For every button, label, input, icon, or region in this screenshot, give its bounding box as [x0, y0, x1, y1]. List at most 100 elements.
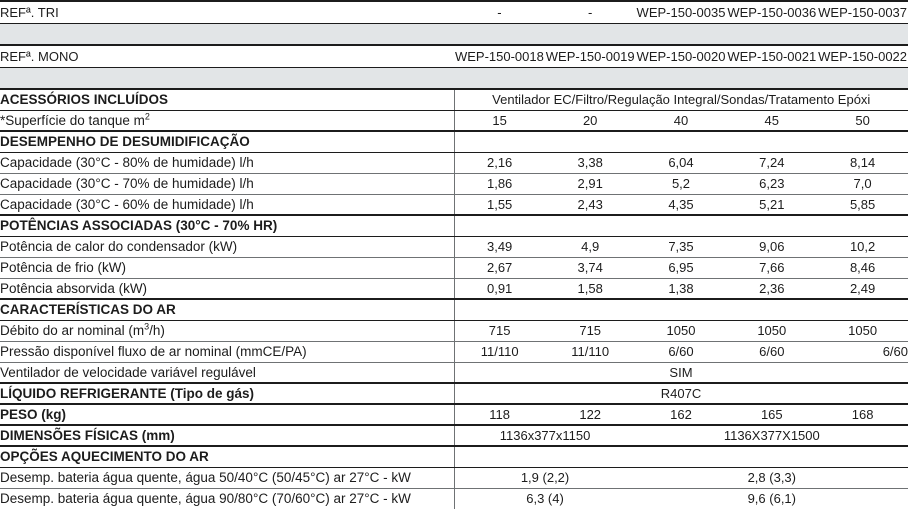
cell-capacity-60-4: 5,21 — [726, 193, 818, 215]
cell-ref-mono-1: WEP-150-0018 — [454, 44, 545, 67]
cell-dimensions-1: 1136x377x1150 — [454, 424, 636, 447]
cell-heating-50-40-b: 2,8 (3,3) — [635, 466, 908, 488]
row-label-cooling-power: Potência de frio (kW) — [0, 256, 455, 278]
table-row-tank-surface: *Superfície do tanque m2 15 20 40 45 50 — [0, 109, 908, 131]
cell-airflow-5: 1050 — [817, 319, 908, 341]
spacer-cell — [0, 22, 908, 45]
superscript-2: 2 — [144, 111, 150, 122]
spacer-band-2 — [0, 66, 908, 89]
section-header-dimensions: DIMENSÕES FÍSICAS (mm) 1136x377x1150 113… — [0, 424, 908, 447]
cell-capacity-70-1: 1,86 — [454, 172, 545, 194]
cell-tank-surface-3: 40 — [635, 109, 727, 131]
cell-absorbed-power-4: 2,36 — [726, 277, 818, 299]
section-title-air-characteristics: CARACTERÍSTICAS DO AR — [0, 298, 455, 321]
cell-capacity-80-1: 2,16 — [454, 151, 545, 173]
cell-airflow-2: 715 — [544, 319, 636, 341]
section-value-associated-powers — [454, 214, 908, 237]
cell-pressure-4: 6/60 — [726, 340, 818, 362]
cell-refrigerant-5 — [817, 382, 908, 405]
cell-condenser-heat-5: 10,2 — [817, 235, 908, 257]
cell-variable-fan-2 — [544, 361, 636, 383]
superscript-3: 3 — [144, 321, 150, 332]
cell-airflow-4: 1050 — [726, 319, 818, 341]
section-title-air-heating-options: OPÇÕES AQUECIMENTO DO AR — [0, 445, 455, 468]
section-header-air-characteristics: CARACTERÍSTICAS DO AR — [0, 298, 908, 321]
section-header-accessories: ACESSÓRIOS INCLUÍDOS Ventilador EC/Filtr… — [0, 88, 908, 111]
cell-airflow-1: 715 — [454, 319, 545, 341]
cell-capacity-80-4: 7,24 — [726, 151, 818, 173]
row-label-nominal-airflow: Débito do ar nominal (m3/h) — [0, 319, 455, 341]
spacer-band-1 — [0, 22, 908, 45]
cell-ref-tri-5: WEP-150-0037 — [817, 0, 908, 23]
cell-tank-surface-2: 20 — [544, 109, 636, 131]
cell-tank-surface-5: 50 — [817, 109, 908, 131]
cell-cooling-power-1: 2,67 — [454, 256, 545, 278]
cell-weight-4: 165 — [726, 403, 818, 426]
cell-variable-fan-3: SIM — [635, 361, 727, 383]
cell-absorbed-power-2: 1,58 — [544, 277, 636, 299]
cell-pressure-3: 6/60 — [635, 340, 727, 362]
cell-tank-surface-4: 45 — [726, 109, 818, 131]
cell-ref-tri-4: WEP-150-0036 — [726, 0, 818, 23]
section-header-weight: PESO (kg) 118 122 162 165 168 — [0, 403, 908, 426]
cell-absorbed-power-3: 1,38 — [635, 277, 727, 299]
section-title-dehumidification: DESEMPENHO DE DESUMIDIFICAÇÃO — [0, 130, 455, 153]
cell-cooling-power-5: 8,46 — [817, 256, 908, 278]
table-row-available-pressure: Pressão disponível fluxo de ar nominal (… — [0, 340, 908, 362]
cell-condenser-heat-3: 7,35 — [635, 235, 727, 257]
cell-ref-tri-1: - — [454, 0, 545, 23]
cell-condenser-heat-4: 9,06 — [726, 235, 818, 257]
section-value-dehumidification — [454, 130, 908, 153]
row-label-capacity-80: Capacidade (30°C - 80% de humidade) l/h — [0, 151, 455, 173]
section-header-dehumidification: DESEMPENHO DE DESUMIDIFICAÇÃO — [0, 130, 908, 153]
cell-capacity-80-5: 8,14 — [817, 151, 908, 173]
cell-capacity-80-3: 6,04 — [635, 151, 727, 173]
cell-weight-3: 162 — [635, 403, 727, 426]
cell-weight-2: 122 — [544, 403, 636, 426]
cell-variable-fan-5 — [817, 361, 908, 383]
row-label-tank-surface: *Superfície do tanque m2 — [0, 109, 455, 131]
cell-ref-mono-3: WEP-150-0020 — [635, 44, 727, 67]
cell-refrigerant-3: R407C — [635, 382, 727, 405]
row-label-capacity-70: Capacidade (30°C - 70% de humidade) l/h — [0, 172, 455, 194]
cell-pressure-5: 6/60 — [817, 340, 908, 362]
section-header-air-heating-options: OPÇÕES AQUECIMENTO DO AR — [0, 445, 908, 468]
cell-absorbed-power-1: 0,91 — [454, 277, 545, 299]
table-row-capacity-80: Capacidade (30°C - 80% de humidade) l/h … — [0, 151, 908, 173]
cell-absorbed-power-5: 2,49 — [817, 277, 908, 299]
section-title-weight: PESO (kg) — [0, 403, 455, 426]
row-label-variable-speed-fan: Ventilador de velocidade variável regulá… — [0, 361, 455, 383]
row-label-tail: /h) — [149, 323, 165, 338]
cell-refrigerant-2 — [544, 382, 636, 405]
row-label-text: Débito do ar nominal (m — [0, 323, 145, 338]
section-value-air-characteristics — [454, 298, 908, 321]
cell-airflow-3: 1050 — [635, 319, 727, 341]
cell-ref-mono-5: WEP-150-0022 — [817, 44, 908, 67]
cell-pressure-2: 11/110 — [544, 340, 636, 362]
cell-refrigerant-4 — [726, 382, 818, 405]
section-value-accessories: Ventilador EC/Filtro/Regulação Integral/… — [454, 88, 908, 111]
section-header-associated-powers: POTÊNCIAS ASSOCIADAS (30°C - 70% HR) — [0, 214, 908, 237]
table-row-variable-speed-fan: Ventilador de velocidade variável regulá… — [0, 361, 908, 383]
cell-condenser-heat-1: 3,49 — [454, 235, 545, 257]
cell-weight-1: 118 — [454, 403, 545, 426]
section-title-associated-powers: POTÊNCIAS ASSOCIADAS (30°C - 70% HR) — [0, 214, 455, 237]
cell-refrigerant-1 — [454, 382, 545, 405]
cell-ref-mono-4: WEP-150-0021 — [726, 44, 818, 67]
cell-capacity-70-4: 6,23 — [726, 172, 818, 194]
cell-capacity-60-5: 5,85 — [817, 193, 908, 215]
row-label-ref-mono: REFª. MONO — [0, 44, 454, 67]
section-title-accessories: ACESSÓRIOS INCLUÍDOS — [0, 88, 455, 111]
table-row-heating-50-40: Desemp. bateria água quente, água 50/40°… — [0, 466, 908, 488]
table-row-capacity-60: Capacidade (30°C - 60% de humidade) l/h … — [0, 193, 908, 215]
cell-capacity-70-2: 2,91 — [544, 172, 636, 194]
cell-pressure-1: 11/110 — [454, 340, 545, 362]
row-label-text: *Superfície do tanque m — [0, 112, 145, 128]
cell-variable-fan-4 — [726, 361, 818, 383]
table-row-capacity-70: Capacidade (30°C - 70% de humidade) l/h … — [0, 172, 908, 194]
table-row-absorbed-power: Potência absorvida (kW) 0,91 1,58 1,38 2… — [0, 277, 908, 299]
cell-cooling-power-4: 7,66 — [726, 256, 818, 278]
cell-dimensions-2: 1136X377X1500 — [635, 424, 908, 447]
row-label-ref-tri: REFª. TRI — [0, 0, 454, 23]
